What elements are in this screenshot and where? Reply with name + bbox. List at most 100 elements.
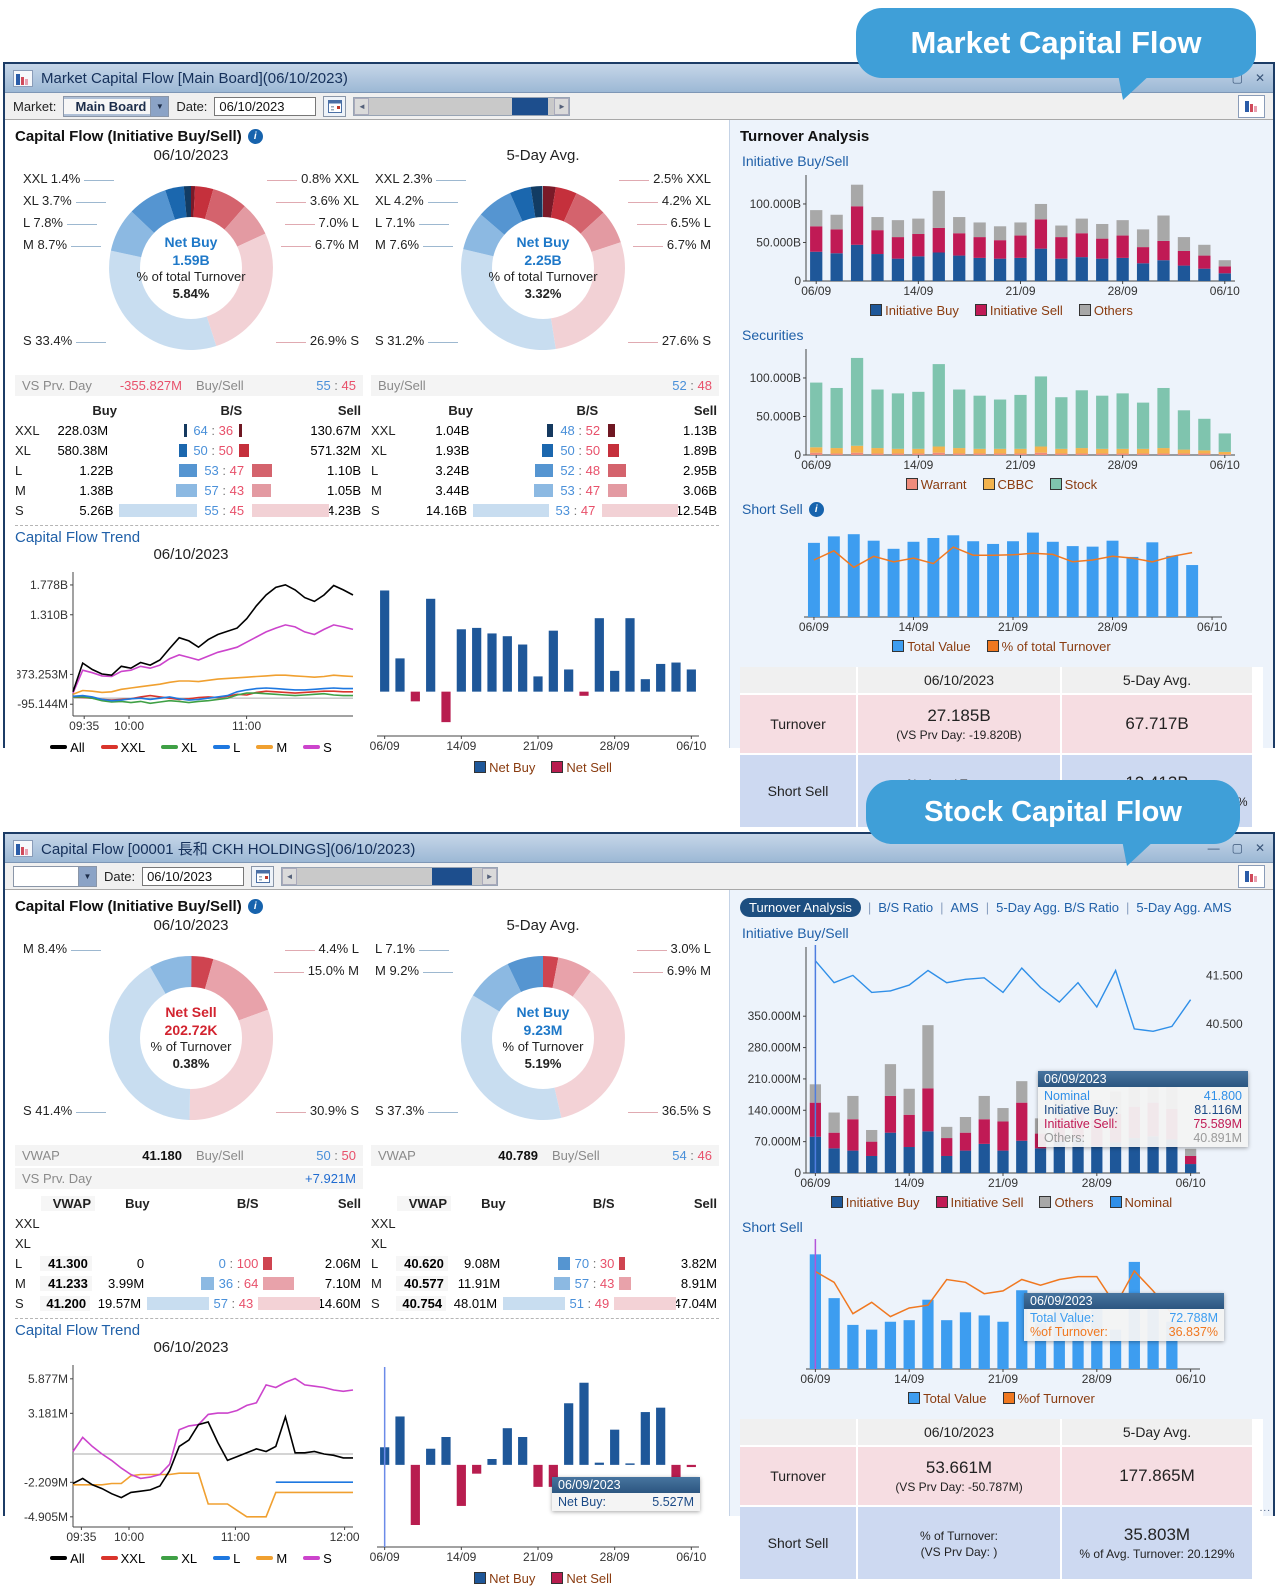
strip-label: Buy/Sell	[378, 378, 426, 393]
tab-5-day-agg-ams[interactable]: 5-Day Agg. AMS	[1136, 899, 1232, 915]
svg-text:3.181M: 3.181M	[28, 1406, 68, 1420]
strip-value: +7.921M	[305, 1171, 356, 1186]
legend-item: All	[50, 1551, 85, 1566]
donut-title: 06/10/2023	[153, 147, 229, 164]
svg-text:21/09: 21/09	[998, 620, 1028, 634]
legend-swatch	[986, 640, 999, 652]
svg-text:14/09: 14/09	[446, 739, 476, 753]
maximize-button[interactable]: ▢	[1231, 71, 1243, 85]
calendar-button[interactable]	[251, 865, 275, 887]
legend-swatch	[50, 745, 68, 749]
scroll-left-arrow[interactable]: ◄	[354, 97, 370, 115]
summary-value: 35.803M% of Avg. Turnover: 20.129%	[1062, 1507, 1252, 1579]
window-controls: — ▢ ✕	[1208, 841, 1265, 855]
maximize-button[interactable]: ▢	[1231, 841, 1243, 855]
stock-window-titlebar[interactable]: Capital Flow [00001 長和 CKH HOLDINGS](06/…	[5, 834, 1273, 863]
date-scrollbar[interactable]: ◄ ►	[353, 96, 571, 116]
table-header-row: Buy B/S Sell	[92, 402, 361, 418]
stock-select[interactable]: ▼	[13, 865, 97, 887]
scroll-right-arrow[interactable]: ►	[554, 97, 570, 115]
callout-stock-capital-flow: Stock Capital Flow	[866, 780, 1240, 866]
minimize-button[interactable]: —	[1207, 841, 1220, 855]
table-row: XXL	[15, 1215, 40, 1231]
donut-label: 4.4% L	[284, 941, 359, 956]
info-icon[interactable]: i	[808, 501, 824, 517]
callout-tail	[1118, 74, 1151, 100]
scrollbar-thumb[interactable]	[512, 97, 549, 115]
chevron-down-icon[interactable]: ▼	[78, 866, 96, 886]
svg-text:40.500: 40.500	[1206, 1017, 1243, 1031]
initiative-buy-sell-chart: 100.000B 50.000B 0 06/09 14/09 21/09 28/09 06/1…	[744, 171, 1249, 299]
date-input[interactable]: 06/10/2023	[214, 96, 317, 116]
legend-item: XXL	[100, 740, 145, 755]
legend-item: M	[256, 1551, 287, 1566]
trend-header: Capital Flow Trend	[15, 1322, 141, 1339]
svg-text:28/09: 28/09	[1098, 620, 1128, 634]
legend-swatch	[892, 640, 905, 652]
scroll-right-arrow[interactable]: ►	[482, 867, 498, 885]
turnover-summary-table: 06/10/2023 5-Day Avg. Turnover 53.661M (VS P…	[740, 1419, 1263, 1579]
svg-text:06/09: 06/09	[799, 620, 829, 634]
svg-text:21/09: 21/09	[1005, 284, 1035, 298]
table-row: L1.22B53471.10B	[15, 460, 363, 480]
legend-swatch	[474, 761, 487, 773]
svg-text:-4.905M: -4.905M	[24, 1510, 68, 1524]
chart-tool-button[interactable]	[1238, 864, 1265, 888]
info-icon[interactable]: i	[247, 898, 263, 914]
calendar-button[interactable]	[323, 95, 347, 117]
chevron-down-icon[interactable]: ▼	[150, 96, 169, 116]
close-button[interactable]: ✕	[1254, 841, 1265, 855]
svg-text:06/09: 06/09	[370, 1550, 400, 1564]
legend-item: M	[256, 740, 287, 755]
short-sell-header: Short Sell	[742, 1219, 803, 1235]
strip-label: VS Prv. Day	[22, 378, 92, 393]
donut-label: S 37.3%	[375, 1103, 459, 1118]
trend-legend: All XXL XL L M S	[15, 736, 367, 758]
legend-item: CBBC	[982, 477, 1034, 492]
net-buy-tooltip: 06/09/2023 Net Buy: 5.527M	[552, 1477, 700, 1511]
callout-tail	[1122, 840, 1155, 866]
tab-ams[interactable]: AMS	[950, 899, 979, 915]
legend-item: Nominal	[1109, 1195, 1172, 1210]
vs-prev-day-strip: VS Prv. Day +7.921M	[15, 1168, 363, 1189]
tab-turnover-analysis[interactable]: Turnover Analysis	[740, 897, 861, 917]
table-row: L41.300001002.06M	[15, 1253, 363, 1273]
svg-text:41.500: 41.500	[1206, 968, 1243, 982]
svg-text:06/10: 06/10	[1210, 284, 1240, 298]
resize-grip[interactable]: ...	[1259, 1503, 1271, 1514]
short-sell-tooltip: 06/09/2023 Total Value: 72.788M %of Turnove…	[1024, 1293, 1224, 1341]
legend-swatch	[303, 1556, 321, 1560]
tab-separator: |	[867, 899, 872, 915]
svg-text:06/09: 06/09	[801, 458, 831, 472]
scrollbar-thumb[interactable]	[432, 867, 473, 885]
market-select[interactable]: Main Board ▼	[63, 95, 170, 117]
turnover-analysis-panel: Turnover Analysis | B/S Ratio | AMS | 5-Day Ag…	[729, 890, 1273, 1579]
summary-cell	[740, 1419, 856, 1445]
ibs-legend: Initiative Buy Initiative Sell Others Nomin…	[740, 1191, 1263, 1213]
close-button[interactable]: ✕	[1254, 71, 1265, 85]
svg-text:28/09: 28/09	[600, 739, 630, 753]
svg-text:50.000B: 50.000B	[756, 235, 801, 249]
net-buy-sell-chart: 06/09/2023 Net Buy: 5.527M 06/09 14/09 21/09…	[367, 1365, 707, 1567]
scroll-left-arrow[interactable]: ◄	[282, 867, 298, 885]
summary-row-label: Turnover	[740, 695, 856, 753]
date-scrollbar[interactable]: ◄ ►	[281, 866, 499, 886]
svg-text:21/09: 21/09	[988, 1372, 1018, 1386]
tab-5-day-agg-b-s-ratio[interactable]: 5-Day Agg. B/S Ratio	[996, 899, 1119, 915]
short-sell-legend: Total Value %of Turnover	[740, 1387, 1263, 1409]
donut-label: 30.9% S	[275, 1103, 359, 1118]
legend-swatch	[1002, 1392, 1015, 1404]
donut-label: 6.7% M	[280, 237, 359, 252]
tab-b-s-ratio[interactable]: B/S Ratio	[878, 899, 934, 915]
tooltip-header: 06/09/2023	[552, 1477, 700, 1493]
chart-tool-button[interactable]	[1238, 94, 1265, 118]
legend-swatch	[982, 478, 995, 490]
svg-text:28/09: 28/09	[1108, 284, 1138, 298]
date-input[interactable]: 06/10/2023	[142, 866, 245, 886]
donut-label: 3.0% L	[636, 941, 711, 956]
info-icon[interactable]: i	[247, 128, 263, 144]
stock-window-toolbar: ▼ Date: 06/10/2023 ◄ ►	[5, 863, 1273, 890]
